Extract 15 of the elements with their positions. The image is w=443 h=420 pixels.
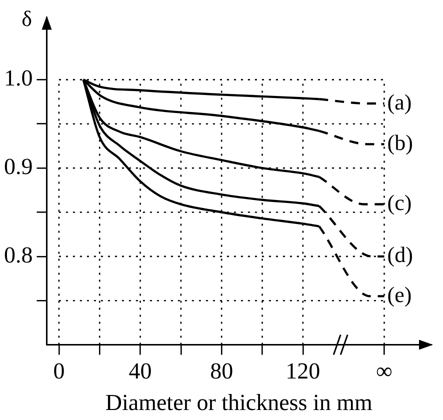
series-label: (c) bbox=[387, 190, 412, 216]
x-tick-label: 0 bbox=[53, 358, 65, 384]
series-label: (d) bbox=[387, 242, 413, 268]
y-axis-title: δ bbox=[22, 6, 32, 31]
x-tick-label: ∞ bbox=[376, 358, 392, 384]
series-label: (e) bbox=[387, 282, 412, 307]
y-tick-label: 0.9 bbox=[4, 154, 33, 180]
x-tick-label: 120 bbox=[286, 358, 320, 384]
x-tick-label: 40 bbox=[128, 358, 152, 384]
x-tick-label: 80 bbox=[210, 358, 234, 384]
x-axis-title: Diameter or thickness in mm bbox=[105, 390, 372, 416]
y-tick-label: 1.0 bbox=[4, 66, 33, 91]
y-tick-label: 0.8 bbox=[4, 242, 33, 268]
series-label: (a) bbox=[387, 89, 412, 114]
series-label: (b) bbox=[387, 130, 413, 155]
